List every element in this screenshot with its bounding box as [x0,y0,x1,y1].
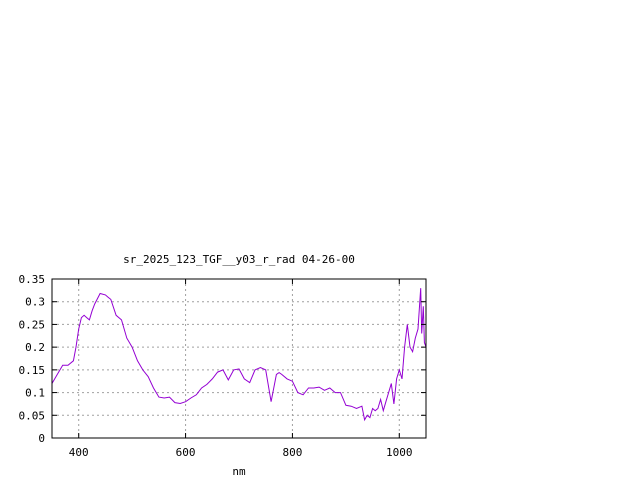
x-tick-label: 800 [282,446,302,459]
series-line [51,288,427,422]
y-tick-label: 0.25 [19,318,46,331]
y-tick-labels: 0 0.05 0.1 0.15 0.2 0.25 0.3 0.35 [19,273,46,445]
plot-frame [51,278,427,439]
grid-lines [52,279,426,438]
tick-marks [52,278,426,439]
y-tick-label: 0.1 [25,387,45,400]
y-tick-label: 0.2 [25,341,45,354]
x-tick-labels: 400 600 800 1000 [69,446,413,459]
y-tick-label: 0.3 [25,296,45,309]
x-axis-label: nm [232,465,246,478]
y-tick-label: 0 [38,432,45,445]
chart-title: sr_2025_123_TGF__y03_r_rad 04-26-00 [123,253,355,266]
y-tick-label: 0.35 [19,273,46,286]
y-tick-label: 0.15 [19,364,46,377]
x-tick-label: 400 [69,446,89,459]
x-tick-label: 1000 [386,446,413,459]
y-tick-label: 0.05 [19,409,46,422]
x-tick-label: 600 [176,446,196,459]
series-lines [51,288,427,422]
